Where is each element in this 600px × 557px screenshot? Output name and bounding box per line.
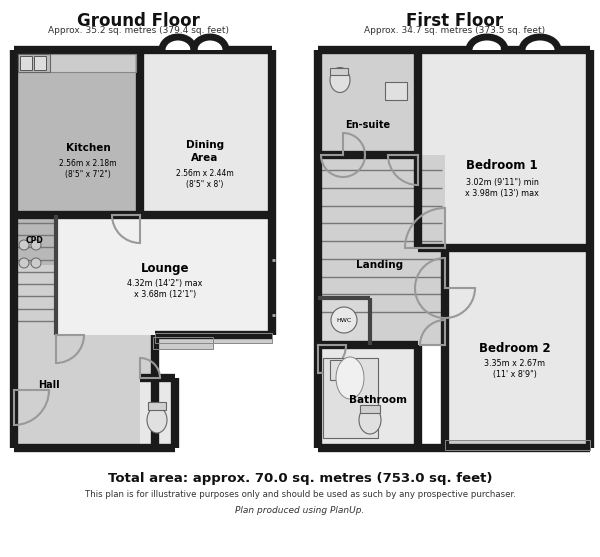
Circle shape (331, 307, 357, 333)
Circle shape (19, 240, 29, 250)
Bar (14, 215, 272, 335)
Bar (330, 68, 348, 75)
Bar (270, 260, 278, 315)
Text: Ground Floor: Ground Floor (77, 12, 199, 30)
Bar (14, 335, 155, 448)
Bar (14, 50, 140, 215)
Ellipse shape (330, 67, 350, 92)
Bar (318, 50, 418, 155)
Bar (155, 333, 272, 343)
Text: HWC: HWC (337, 317, 352, 323)
Text: x 3.98m (13') max: x 3.98m (13') max (465, 188, 539, 198)
Text: Bathroom: Bathroom (349, 395, 407, 405)
Bar (14, 215, 56, 265)
Text: Landing: Landing (356, 260, 404, 270)
Text: En-suite: En-suite (346, 120, 391, 130)
Text: First Floor: First Floor (406, 12, 503, 30)
Text: Area: Area (191, 153, 218, 163)
Bar (330, 360, 352, 380)
Text: Bedroom 1: Bedroom 1 (466, 159, 538, 172)
Text: 4.32m (14'2") max: 4.32m (14'2") max (127, 278, 203, 287)
Bar (18, 54, 50, 72)
Text: This plan is for illustrative purposes only and should be used as such by any pr: This plan is for illustrative purposes o… (85, 490, 515, 499)
Text: Dining: Dining (186, 140, 224, 150)
Wedge shape (193, 33, 227, 50)
Ellipse shape (336, 357, 364, 399)
Text: Lounge: Lounge (141, 261, 189, 275)
Text: Kitchen: Kitchen (65, 143, 110, 153)
Text: Plan produced using PlanUp.: Plan produced using PlanUp. (235, 506, 365, 515)
Circle shape (19, 258, 29, 268)
Wedge shape (521, 31, 559, 50)
Bar (140, 378, 175, 448)
Text: 3.02m (9'11") min: 3.02m (9'11") min (466, 178, 538, 187)
Bar (445, 248, 590, 448)
Bar (155, 333, 272, 343)
Text: (8'5" x 8'): (8'5" x 8') (187, 179, 224, 188)
Bar (148, 402, 166, 410)
Bar (360, 405, 380, 413)
Circle shape (31, 258, 41, 268)
Bar (153, 337, 213, 349)
Bar (445, 440, 590, 450)
Bar (18, 54, 136, 72)
Text: Approx. 34.7 sq. metres (373.5 sq. feet): Approx. 34.7 sq. metres (373.5 sq. feet) (364, 26, 545, 35)
Text: (8'5" x 7'2"): (8'5" x 7'2") (65, 169, 111, 178)
Text: Total area: approx. 70.0 sq. metres (753.0 sq. feet): Total area: approx. 70.0 sq. metres (753… (108, 472, 492, 485)
Bar (318, 345, 418, 448)
Text: Hall: Hall (38, 380, 60, 390)
Text: Bedroom 2: Bedroom 2 (479, 341, 551, 354)
Bar (18, 54, 50, 72)
Text: 2.56m x 2.18m: 2.56m x 2.18m (59, 159, 117, 168)
Bar (318, 155, 445, 345)
Text: (11' x 8'9"): (11' x 8'9") (493, 369, 537, 379)
Ellipse shape (359, 406, 381, 434)
Ellipse shape (147, 407, 167, 433)
Bar (20, 56, 32, 70)
Bar (153, 337, 213, 349)
Circle shape (31, 240, 41, 250)
Bar (18, 54, 136, 72)
Text: Approx. 35.2 sq. metres (379.4 sq. feet): Approx. 35.2 sq. metres (379.4 sq. feet) (47, 26, 229, 35)
Bar (34, 56, 46, 70)
Bar (385, 82, 407, 100)
Bar (418, 50, 590, 248)
Text: 2.56m x 2.44m: 2.56m x 2.44m (176, 169, 234, 178)
Text: CPD: CPD (25, 236, 43, 245)
Text: 3.35m x 2.67m: 3.35m x 2.67m (484, 359, 545, 368)
Text: x 3.68m (12'1"): x 3.68m (12'1") (134, 290, 196, 299)
Bar (318, 298, 370, 345)
Wedge shape (468, 31, 506, 50)
Bar (445, 440, 590, 450)
Bar (14, 215, 56, 335)
Bar (140, 50, 272, 215)
Bar (323, 358, 378, 438)
Wedge shape (161, 33, 195, 50)
